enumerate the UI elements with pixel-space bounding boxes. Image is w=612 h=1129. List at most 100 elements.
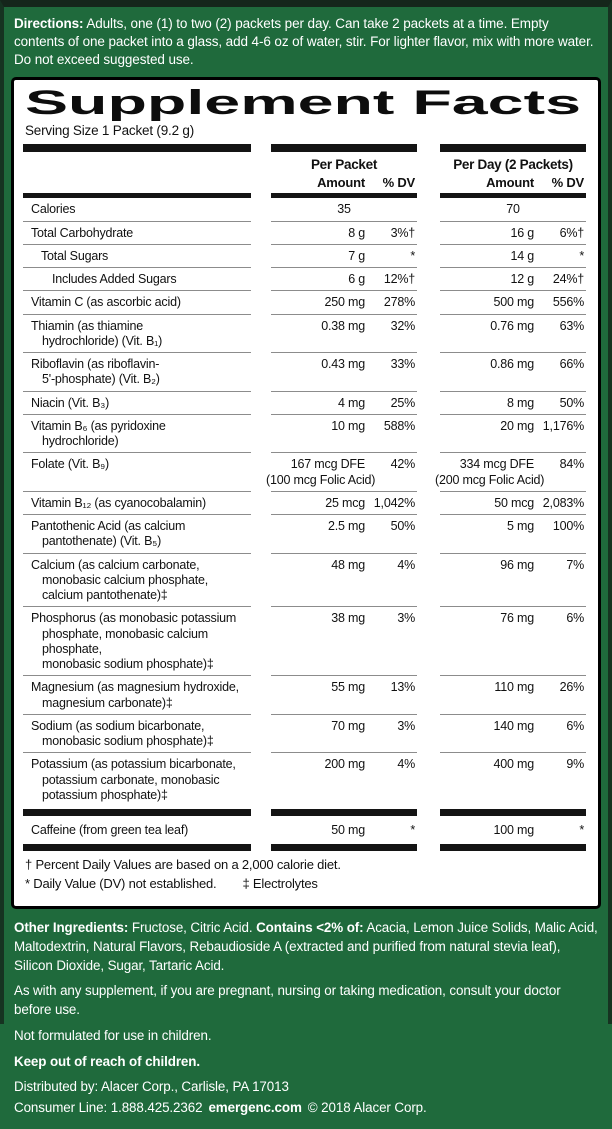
distributor: Distributed by: Alacer Corp., Carlisle, …: [14, 1079, 289, 1095]
per-packet-dv: 278%: [383, 295, 415, 310]
copyright: © 2018 Alacer Corp.: [307, 1100, 427, 1116]
per-packet-amount: 48 mg: [331, 557, 365, 572]
per-packet-dv: 50%: [390, 519, 416, 534]
per-day-amount: 76 mg: [500, 611, 534, 626]
amount-header: Amount: [317, 175, 365, 191]
per-day-amount: 400 mg: [493, 757, 535, 772]
per-day-amount: 500 mg: [493, 295, 535, 310]
per-day-dv: 556%: [552, 295, 584, 310]
per-day-dv: 63%: [559, 318, 585, 333]
table-row-thiamin: Thiamin (as thiamine hydrochloride) (Vit…: [23, 315, 590, 354]
nutrient-name: Total Sugars: [23, 245, 251, 269]
other-ingredients-label: Other Ingredients:: [14, 920, 129, 936]
per-packet-amount: 38 mg: [331, 611, 365, 626]
per-day-dv: 84%: [559, 457, 585, 472]
per-day-amount: 0.76 mg: [490, 318, 534, 333]
per-packet-dv: 3%: [397, 611, 415, 626]
directions-text: Adults, one (1) to two (2) packets per d…: [14, 16, 594, 67]
table-row-niacin: Niacin (Vit. B₃) 4 mg 25% 8 mg 50%: [23, 392, 590, 415]
table-row-added-sugars: Includes Added Sugars 6 g 12%† 12 g 24%†: [23, 268, 590, 292]
per-day-amount: 140 mg: [493, 718, 535, 733]
per-day-amount: 96 mg: [500, 557, 534, 572]
table-row-caffeine: Caffeine (from green tea leaf) 50 mg * 1…: [23, 819, 590, 841]
per-day-amount: 12 g: [510, 272, 534, 287]
per-day-amount: 110 mg: [494, 680, 534, 695]
other-ingredients: Other Ingredients: Fructose, Citric Acid…: [14, 920, 598, 973]
table-row-total-sugars: Total Sugars 7 g * 14 g *: [23, 245, 590, 269]
per-day-amount-note: (200 mcg Folic Acid): [435, 472, 545, 487]
per-packet-amount: 4 mg: [338, 395, 365, 410]
nutrient-name: Total Carbohydrate: [23, 222, 251, 245]
per-packet-dv: 4%: [397, 757, 415, 772]
per-packet-dv: 12%†: [383, 272, 415, 287]
table-row-riboflavin: Riboflavin (as riboflavin- 5'-phosphate)…: [23, 353, 590, 392]
per-day-dv: *: [579, 823, 584, 838]
per-day-header: Per Day (2 Packets): [453, 157, 573, 173]
per-packet-amount: 0.43 mg: [321, 357, 365, 372]
per-packet-amount: 55 mg: [331, 680, 365, 695]
per-day-header-group: Per Day (2 Packets) Amount % DV: [440, 155, 586, 190]
per-day-amount: 0.86 mg: [490, 357, 534, 372]
nutrient-name: Vitamin B₁₂ (as cyanocobalamin): [23, 492, 251, 516]
per-day-dv: *: [579, 248, 584, 263]
per-packet-dv: 4%: [397, 557, 415, 572]
table-row-pantothenic-acid: Pantothenic Acid (as calcium pantothenat…: [23, 515, 590, 554]
table-row-calcium: Calcium (as calcium carbonate, monobasic…: [23, 554, 590, 608]
per-packet-amount: 200 mg: [324, 757, 366, 772]
per-packet-dv: *: [410, 823, 415, 838]
per-day-amount: 334 mcg DFE: [459, 457, 534, 472]
per-packet-amount: 50 mg: [331, 823, 365, 838]
per-day-dv: 24%†: [552, 272, 584, 287]
divider-bar-caffeine-bottom: [23, 844, 590, 852]
nutrient-name: Thiamin (as thiamine hydrochloride) (Vit…: [23, 315, 251, 354]
table-row-vitamin-c: Vitamin C (as ascorbic acid) 250 mg 278%…: [23, 291, 590, 315]
nutrient-name: Folate (Vit. B₉): [23, 453, 251, 492]
directions-label: Directions:: [14, 16, 84, 31]
per-packet-amount: 167 mcg DFE: [290, 457, 365, 472]
footnotes: † Percent Daily Values are based on a 2,…: [23, 851, 590, 898]
per-packet-amount: 7 g: [348, 248, 365, 263]
table-row-calories: Calories 35 70: [23, 198, 590, 222]
per-packet-amount: 250 mg: [324, 295, 366, 310]
table-header: Per Packet Amount % DV Per Day (2 Packet…: [23, 155, 590, 190]
per-packet-amount: 0.38 mg: [321, 318, 365, 333]
divider-bar-caffeine-top: [23, 809, 590, 817]
children-note: Not formulated for use in children.: [14, 1027, 212, 1043]
table-row-magnesium: Magnesium (as magnesium hydroxide, magne…: [23, 676, 590, 715]
contains-label: Contains <2% of:: [256, 920, 364, 936]
per-packet-amount: 8 g: [348, 225, 365, 240]
supplement-facts-title: Supplement Facts: [25, 85, 581, 122]
per-packet-dv: 32%: [390, 318, 416, 333]
per-packet-dv: 3%†: [390, 225, 416, 240]
table-row-folate: Folate (Vit. B₉) 167 mcg DFE 42% (100 mc…: [23, 453, 590, 492]
per-packet-dv: 588%: [383, 418, 415, 433]
per-packet-amount-note: (100 mcg Folic Acid): [266, 472, 376, 487]
nutrient-name: Potassium (as potassium bicarbonate, pot…: [31, 757, 236, 802]
per-day-dv: 100%: [552, 519, 584, 534]
footnote-dv-not-established: * Daily Value (DV) not established.: [25, 876, 217, 892]
per-day-dv: 50%: [559, 395, 585, 410]
per-packet-amount: 6 g: [348, 272, 365, 287]
table-row-vitamin-b12: Vitamin B₁₂ (as cyanocobalamin) 25 mcg 1…: [23, 492, 590, 516]
consumer-line: Consumer Line: 1.888.425.2362 emergenc.co…: [14, 1099, 598, 1118]
nutrient-name: Calories: [23, 198, 251, 222]
nutrient-name: Vitamin C (as ascorbic acid): [23, 291, 251, 315]
per-packet-header-group: Per Packet Amount % DV: [271, 155, 417, 190]
footnote-dv-basis: † Percent Daily Values are based on a 2,…: [25, 857, 341, 873]
per-packet-dv: 3%: [397, 718, 415, 733]
supplement-facts-panel: Supplement Facts Serving Size 1 Packet (…: [11, 77, 601, 910]
dv-header: % DV: [382, 175, 416, 191]
per-packet-dv: 13%: [390, 680, 416, 695]
nutrient-name: Niacin (Vit. B₃): [23, 392, 251, 415]
per-day-dv: 2,083%: [542, 495, 584, 510]
per-day-dv: 7%: [566, 557, 584, 572]
consumer-phone: Consumer Line: 1.888.425.2362: [14, 1100, 203, 1116]
nutrient-name: Sodium (as sodium bicarbonate, monobasic…: [23, 715, 251, 754]
per-day-amount: 50 mcg: [494, 495, 534, 510]
per-day-dv: 9%: [566, 757, 584, 772]
nutrient-name: Magnesium (as magnesium hydroxide, magne…: [23, 676, 251, 715]
table-row-phosphorus: Phosphorus (as monobasic potassium phosp…: [23, 607, 590, 677]
dv-header: % DV: [551, 175, 585, 191]
divider-bar-top: [23, 144, 590, 153]
per-day-dv: 26%: [559, 680, 585, 695]
